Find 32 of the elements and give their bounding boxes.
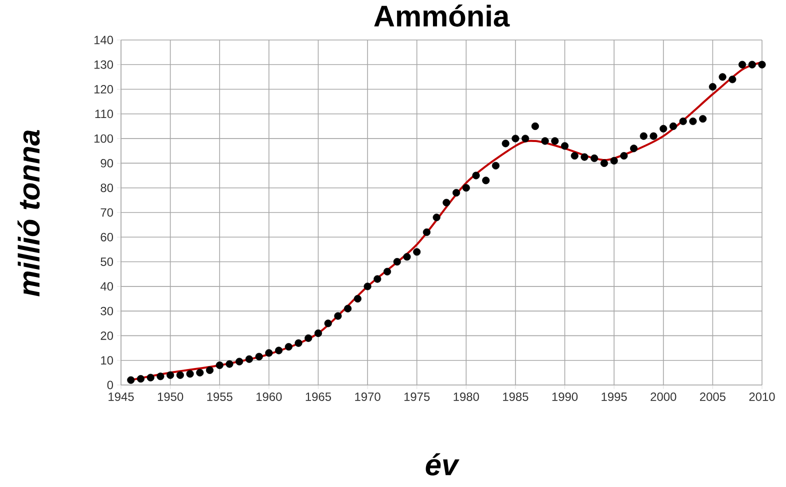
x-axis-title: év (426, 453, 460, 476)
x-tick-label: 1990 (552, 392, 578, 401)
x-tick-label: 1985 (503, 392, 528, 401)
y-tick-label: 60 (100, 232, 114, 242)
x-tick-label: 1980 (454, 392, 479, 401)
x-tick-label: 1970 (355, 392, 380, 401)
x-tick-label: 1960 (256, 392, 282, 401)
y-tick-label: 20 (100, 331, 114, 340)
x-tick-label: 1965 (306, 392, 332, 401)
x-tick-label: 1975 (404, 392, 430, 401)
x-tick-label: 1950 (158, 392, 184, 401)
y-tick-label: 50 (100, 258, 114, 266)
y-tick-label: 70 (100, 208, 114, 217)
y-tick-label: 30 (100, 306, 114, 316)
y-tick-label: 100 (94, 134, 114, 143)
y-tick-label: 90 (100, 158, 114, 168)
y-tick-label: 80 (100, 184, 114, 192)
y-tick-label: 140 (94, 36, 114, 44)
y-tick-label: 120 (94, 85, 114, 94)
x-tick-label: 1945 (108, 392, 134, 401)
chart-title: Ammónia (374, 4, 510, 27)
y-tick-label: 110 (95, 110, 114, 118)
x-tick-label: 1995 (602, 392, 627, 401)
x-tick-label: 1955 (207, 392, 232, 401)
x-tick-label: 2005 (700, 392, 726, 401)
y-tick-label: 10 (101, 356, 114, 365)
x-tick-label: 2010 (749, 392, 775, 401)
x-tick-label: 2000 (650, 392, 676, 401)
y-axis-title: millió tonna (18, 130, 40, 296)
y-tick-label: 0 (107, 380, 114, 390)
y-tick-label: 130 (94, 60, 114, 69)
y-tick-label: 40 (100, 282, 114, 291)
